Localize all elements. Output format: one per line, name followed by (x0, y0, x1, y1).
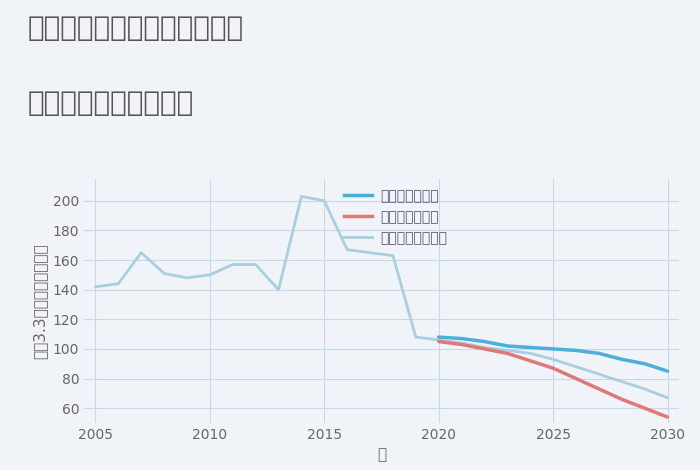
X-axis label: 年: 年 (377, 447, 386, 462)
Text: 兵庫県養父市八鹿町上網場の: 兵庫県養父市八鹿町上網場の (28, 14, 244, 42)
Legend: グッドシナリオ, バッドシナリオ, ノーマルシナリオ: グッドシナリオ, バッドシナリオ, ノーマルシナリオ (339, 183, 453, 251)
Y-axis label: 坪（3.3㎡）単価（万円）: 坪（3.3㎡）単価（万円） (32, 243, 47, 359)
Text: 中古戸建ての価格推移: 中古戸建ての価格推移 (28, 89, 195, 118)
